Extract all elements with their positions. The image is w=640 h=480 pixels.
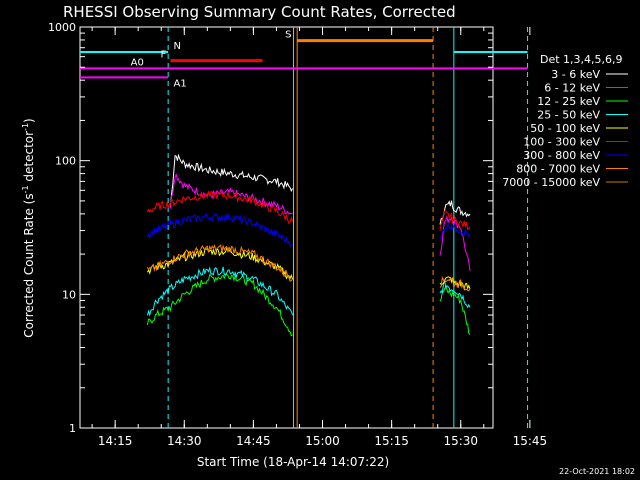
series-line-7 bbox=[146, 243, 293, 282]
legend-label: 7000 - 15000 keV bbox=[502, 176, 600, 189]
x-tick-label: 14:45 bbox=[236, 434, 271, 448]
series-line-1 bbox=[170, 173, 293, 215]
plot-frame bbox=[79, 26, 494, 429]
series-line-5 bbox=[439, 210, 471, 231]
y-axis-label-sup1: -1 bbox=[21, 185, 30, 193]
y-axis-ticks: 1 10 100 1000 bbox=[48, 21, 493, 435]
y-axis-label: Corrected Count Rate (s-1 detector-1) bbox=[21, 118, 36, 337]
flag-bars: NF A0 A1 S bbox=[80, 30, 528, 89]
x-tick-label: 15:00 bbox=[305, 434, 340, 448]
x-tick-label: 15:45 bbox=[513, 434, 548, 448]
legend-label: 25 - 50 keV bbox=[537, 109, 600, 122]
y-axis-label-mid: detector bbox=[22, 131, 36, 186]
flag-label-f: F bbox=[160, 50, 166, 61]
x-tick-label: 14:15 bbox=[98, 434, 133, 448]
series-line-2 bbox=[439, 285, 471, 335]
legend-label: 800 - 7000 keV bbox=[516, 163, 600, 176]
legend-label: 12 - 25 keV bbox=[537, 95, 600, 108]
x-tick-label: 14:30 bbox=[167, 434, 202, 448]
chart-title: RHESSI Observing Summary Count Rates, Co… bbox=[63, 3, 456, 21]
series-line-7 bbox=[439, 275, 471, 292]
generated-timestamp: 22-Oct-2021 18:02 bbox=[559, 467, 635, 476]
series-lines bbox=[146, 153, 471, 337]
series-line-6 bbox=[146, 212, 294, 247]
series-line-1 bbox=[439, 214, 471, 271]
series-line-3 bbox=[439, 279, 471, 309]
series-line-5 bbox=[146, 190, 294, 224]
flag-label-a1: A1 bbox=[174, 78, 187, 89]
x-tick-label: 15:15 bbox=[374, 434, 409, 448]
x-axis-ticks: 14:15 14:30 14:45 15:00 15:15 15:30 15:45 bbox=[91, 27, 548, 448]
legend-label: 50 - 100 keV bbox=[530, 122, 600, 135]
y-tick-label: 100 bbox=[55, 155, 76, 168]
x-axis-label: Start Time (18-Apr-14 14:07:22) bbox=[197, 455, 389, 469]
y-tick-label: 1 bbox=[69, 422, 76, 435]
flag-label-s: S bbox=[285, 30, 291, 41]
y-axis-label-main: Corrected Count Rate (s bbox=[22, 193, 36, 337]
series-line-6 bbox=[439, 221, 471, 239]
series-line-4 bbox=[439, 276, 471, 291]
legend-label: 3 - 6 keV bbox=[551, 68, 600, 81]
legend-label: 6 - 12 keV bbox=[544, 82, 600, 95]
series-line-0 bbox=[170, 153, 294, 208]
flag-label-a0: A0 bbox=[131, 57, 144, 68]
flag-label-n: N bbox=[174, 41, 181, 52]
y-axis-label-end: ) bbox=[22, 118, 36, 123]
y-tick-label: 1000 bbox=[48, 21, 76, 34]
series-line-3 bbox=[146, 266, 294, 317]
legend-title: Det 1,3,4,5,6,9 bbox=[540, 53, 623, 66]
legend-label: 100 - 300 keV bbox=[523, 136, 600, 149]
vertical-lines bbox=[167, 27, 529, 428]
y-axis-label-sup2: -1 bbox=[21, 123, 30, 131]
series-line-2 bbox=[146, 273, 293, 337]
series-line-0 bbox=[439, 200, 471, 225]
series-line-4 bbox=[146, 246, 294, 280]
y-tick-label: 10 bbox=[62, 288, 76, 301]
legend-label: 300 - 800 keV bbox=[523, 149, 600, 162]
x-tick-label: 15:30 bbox=[443, 434, 478, 448]
